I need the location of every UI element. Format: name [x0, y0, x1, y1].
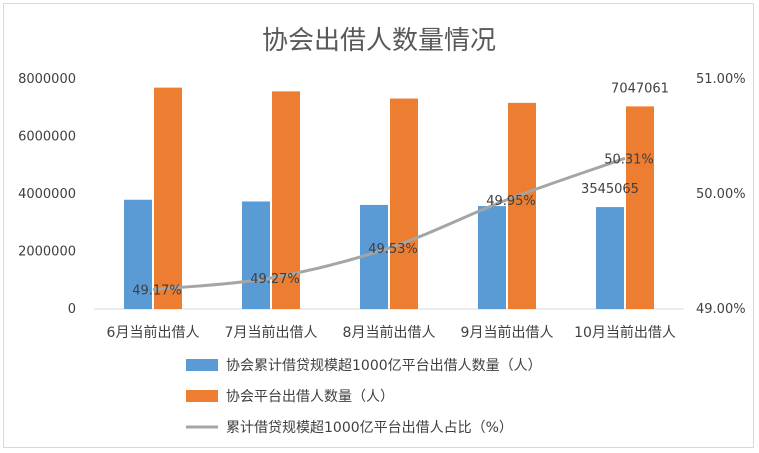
bar-orange: [626, 106, 654, 309]
left-axis: 0 2000000 4000000 6000000 8000000: [18, 72, 76, 317]
category-label: 10月当前出借人: [574, 324, 676, 341]
category-labels: 6月当前出借人 7月当前出借人 8月当前出借人 9月当前出借人 10月当前出借人: [107, 324, 676, 341]
category-label: 6月当前出借人: [107, 324, 200, 341]
data-label-line: 49.17%: [132, 283, 182, 298]
data-label-line: 49.53%: [368, 242, 418, 257]
left-tick-label: 4000000: [18, 187, 76, 202]
bar-blue: [596, 207, 624, 309]
right-tick-label: 49.00%: [696, 302, 746, 317]
right-tick-label: 50.00%: [696, 187, 746, 202]
chart-frame: 协会出借人数量情况 0 2000000 4000000 6000000 8000000 …: [3, 3, 754, 448]
right-tick-label: 51.00%: [696, 72, 746, 87]
bar-orange: [390, 98, 418, 309]
legend: 协会累计借贷规模超1000亿平台出借人数量（人） 协会平台出借人数量（人） 累计…: [186, 358, 542, 436]
left-tick-label: 0: [68, 302, 76, 317]
legend-swatch-blue: [186, 359, 218, 371]
category-label: 9月当前出借人: [461, 324, 554, 341]
left-tick-label: 8000000: [18, 72, 76, 87]
data-label-blue: 3545065: [581, 182, 639, 197]
chart-title: 协会出借人数量情况: [262, 26, 496, 56]
bar-orange: [508, 102, 536, 309]
category-label: 7月当前出借人: [225, 324, 318, 341]
data-label-line: 49.95%: [486, 194, 536, 209]
data-label-line: 49.27%: [250, 272, 300, 287]
line-ratio: [152, 156, 626, 291]
bar-blue: [242, 201, 270, 309]
legend-swatch-orange: [186, 390, 218, 402]
right-axis: 49.00% 50.00% 51.00%: [696, 72, 746, 317]
legend-label-line: 累计借贷规模超1000亿平台出借人占比（%）: [226, 420, 513, 436]
left-tick-label: 2000000: [18, 245, 76, 260]
data-label-orange: 7047061: [611, 81, 669, 96]
chart-svg: 协会出借人数量情况 02000000400000060000008000000 …: [18, 26, 746, 436]
bar-orange: [154, 87, 182, 309]
bars: [124, 87, 654, 309]
legend-label-blue: 协会累计借贷规模超1000亿平台出借人数量（人）: [226, 358, 542, 374]
data-label-line: 50.31%: [604, 152, 654, 167]
bar-blue: [478, 206, 506, 309]
line-series: [152, 156, 626, 291]
bar-blue: [124, 199, 152, 309]
data-labels: 3545065 7047061 49.17% 49.27% 49.53% 49.95% 50…: [132, 81, 669, 298]
legend-label-orange: 协会平台出借人数量（人）: [226, 389, 394, 405]
category-label: 8月当前出借人: [343, 324, 436, 341]
left-tick-label: 6000000: [18, 130, 76, 145]
